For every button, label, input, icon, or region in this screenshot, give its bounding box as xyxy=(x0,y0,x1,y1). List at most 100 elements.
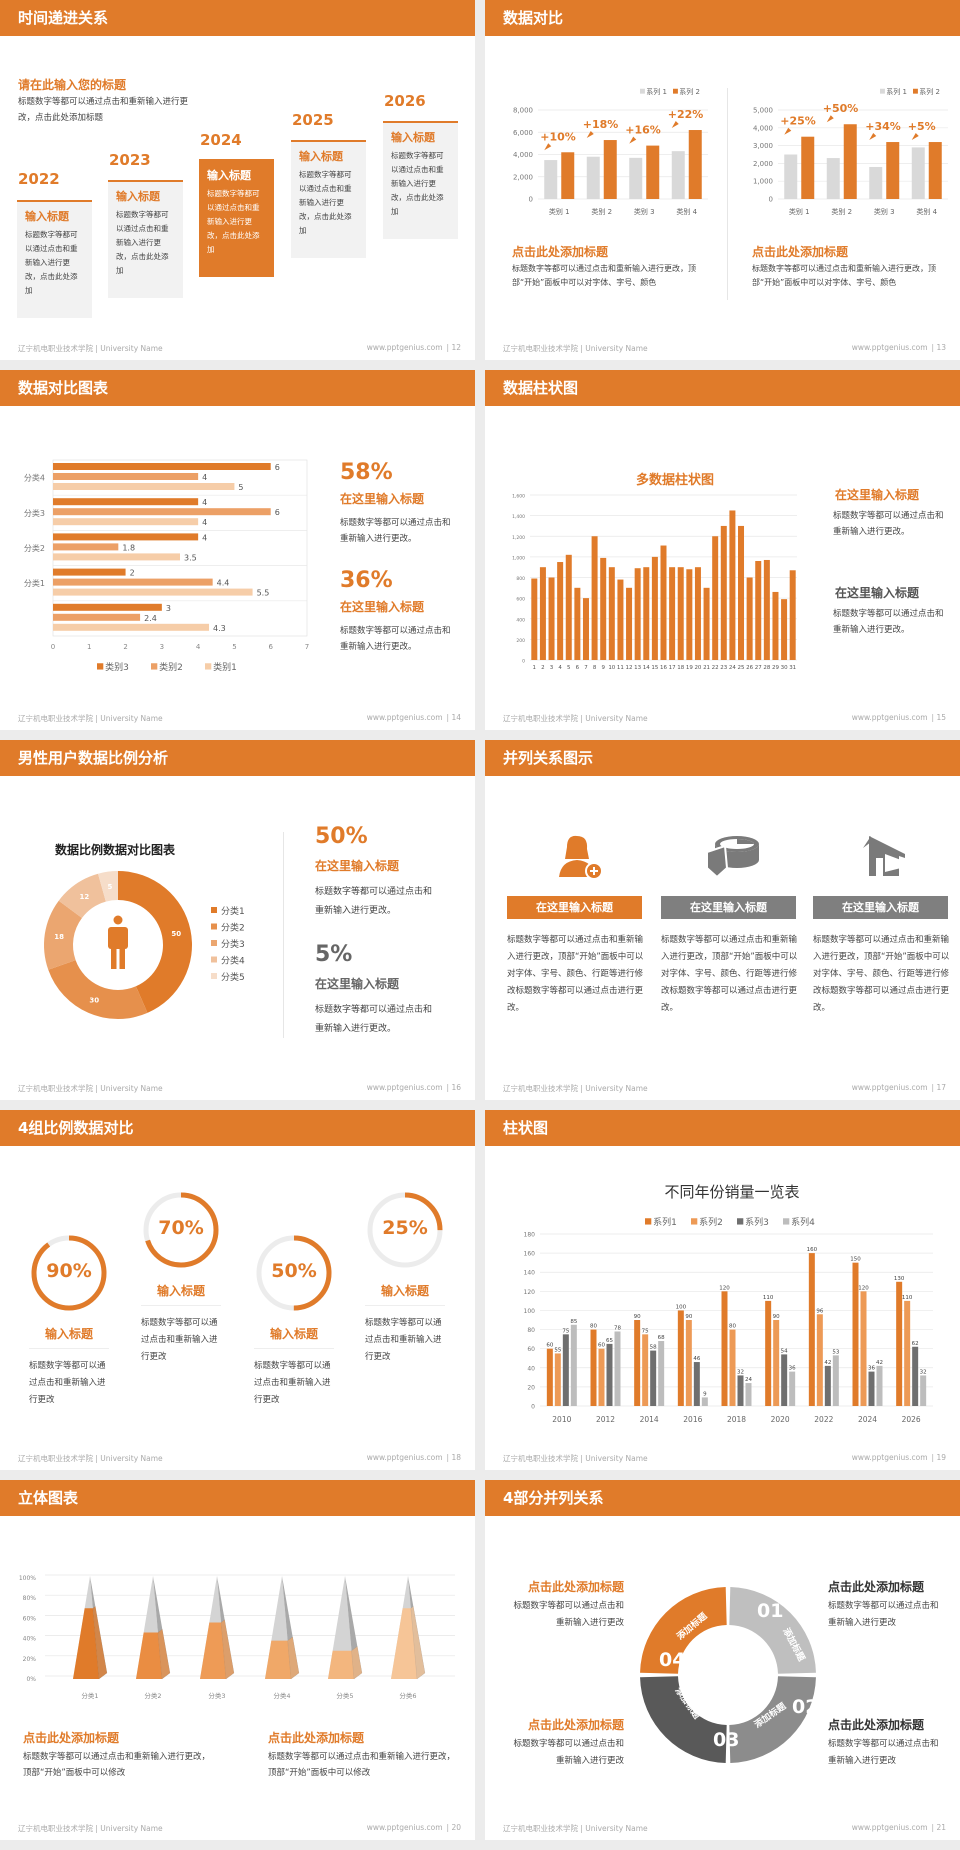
legend-label: 系列 1 xyxy=(646,87,667,96)
segment-number: 03 xyxy=(713,1729,739,1751)
bar xyxy=(626,587,633,660)
footer-school: 辽宁机电职业技术学院 | University Name xyxy=(503,1824,648,1833)
x-category-label: 1 xyxy=(533,665,537,671)
y-category-label: 分类4 xyxy=(24,473,45,483)
data-label: 2.4 xyxy=(144,614,157,623)
data-label: 160 xyxy=(807,1247,818,1253)
block-title: 点击此处添加标题 xyxy=(512,245,609,259)
footer-right: www.pptgenius.com | 21 xyxy=(848,1823,946,1832)
footer-url[interactable]: www.pptgenius.com xyxy=(366,343,443,352)
card-title: 输入标题 xyxy=(116,190,160,203)
data-label: 3 xyxy=(166,604,171,613)
footer-school: 辽宁机电职业技术学院 | University Name xyxy=(18,1824,163,1833)
legend-swatch xyxy=(211,973,217,979)
bar xyxy=(720,525,727,660)
ring-text: 标题数字等都可以通过点击和重新输入进行更改 xyxy=(365,1318,442,1362)
slide-title: 并列关系图示 xyxy=(485,740,960,776)
footer-right: www.pptgenius.com | 16 xyxy=(363,1083,461,1092)
x-category-label: 14 xyxy=(643,665,650,671)
x-category-label: 16 xyxy=(660,665,667,671)
footer-school: 辽宁机电职业技术学院 | University Name xyxy=(503,1084,648,1093)
column-text: 标题数字等都可以通过点击和重新输入进行更改，顶部“开始”面板中可以对字体、字号、… xyxy=(661,935,798,1013)
note-text: 标题数字等都可以通过点击和重新输入进行更改 xyxy=(513,1601,624,1628)
footer-url[interactable]: www.pptgenius.com xyxy=(366,1083,443,1092)
x-category-label: 30 xyxy=(781,665,788,671)
data-label: 90 xyxy=(773,1314,780,1320)
footer-url[interactable]: www.pptgenius.com xyxy=(851,713,928,722)
bar xyxy=(869,166,883,199)
slide-12: 时间递进关系 请在此输入您的标题 标题数字等都可以通过点击和重新输入进行更改，点… xyxy=(0,0,475,360)
bar xyxy=(546,1348,553,1406)
card-title: 输入标题 xyxy=(25,210,69,223)
footer-right: www.pptgenius.com | 13 xyxy=(848,343,946,352)
footer-url[interactable]: www.pptgenius.com xyxy=(851,1083,928,1092)
timeline-card-highlighted[interactable]: 输入标题 标题数字等都可以通过点击和重新输入进行更改，点击此处添加 xyxy=(199,159,274,277)
column-title-button[interactable]: 在这里输入标题 xyxy=(661,896,796,919)
data-label: 4.3 xyxy=(213,624,226,633)
arrow-icon xyxy=(784,127,792,135)
x-category-label: 类别 4 xyxy=(676,207,697,216)
footer-url[interactable]: www.pptgenius.com xyxy=(366,713,443,722)
bar xyxy=(606,1343,613,1406)
growth-annotation: +5% xyxy=(908,120,936,133)
x-category-label: 2 xyxy=(541,665,545,671)
data-label: 42 xyxy=(876,1360,883,1366)
legend-swatch xyxy=(645,1218,652,1225)
y-tick-label: 0% xyxy=(26,1676,36,1683)
data-label: 5.5 xyxy=(257,589,270,598)
bar xyxy=(53,578,213,586)
divider xyxy=(365,1305,445,1306)
slide-17: 并列关系图示 在这里输入标题 在这里输入标题 在这里输入标题 标题数字等都可以通… xyxy=(485,740,960,1100)
x-category-label: 11 xyxy=(617,665,624,671)
footer-url[interactable]: www.pptgenius.com xyxy=(366,1453,443,1462)
footer-url[interactable]: www.pptgenius.com xyxy=(851,343,928,352)
footer-url[interactable]: www.pptgenius.com xyxy=(851,1823,928,1832)
pyramid-fill-side xyxy=(410,1605,426,1680)
block-title: 点击此处添加标题 xyxy=(23,1731,120,1745)
x-category-label: 21 xyxy=(703,665,710,671)
footer-school: 辽宁机电职业技术学院 | University Name xyxy=(18,1084,163,1093)
stat-value: 36% xyxy=(340,568,393,593)
pyramid-fill xyxy=(200,1622,226,1679)
y-tick-label: 5,000 xyxy=(753,107,773,115)
data-label: 120 xyxy=(719,1285,730,1291)
data-label: 120 xyxy=(858,1285,869,1291)
bar xyxy=(651,556,658,660)
x-tick-label: 0 xyxy=(51,643,55,651)
x-category-label: 6 xyxy=(576,665,580,671)
column-title-button[interactable]: 在这里输入标题 xyxy=(507,896,642,919)
x-category-label: 2018 xyxy=(727,1415,746,1424)
footer-url[interactable]: www.pptgenius.com xyxy=(366,1823,443,1832)
bar xyxy=(843,124,857,199)
bar xyxy=(53,473,199,480)
bar xyxy=(755,561,762,660)
footer-url[interactable]: www.pptgenius.com xyxy=(851,1453,928,1462)
legend-swatch xyxy=(673,88,678,94)
stat-text: 标题数字等都可以通过点击和重新输入进行更改。 xyxy=(315,1005,433,1034)
slide-title: 数据对比图表 xyxy=(0,370,475,406)
pyramid-fill-side xyxy=(287,1636,300,1680)
timeline-card[interactable]: 输入标题 标题数字等都可以通过点击和重新输入进行更改，点击此处添加 xyxy=(291,140,366,258)
y-tick-label: 4,000 xyxy=(513,151,533,159)
timeline-card[interactable]: 输入标题 标题数字等都可以通过点击和重新输入进行更改，点击此处添加 xyxy=(383,121,458,239)
timeline-card[interactable]: 输入标题 标题数字等都可以通过点击和重新输入进行更改，点击此处添加 xyxy=(108,180,183,298)
data-label: 53 xyxy=(832,1349,839,1355)
data-label: 46 xyxy=(693,1356,700,1362)
slice-label: 30 xyxy=(89,997,99,1005)
block-title: 点击此处添加标题 xyxy=(752,245,849,259)
timeline-card[interactable]: 输入标题 标题数字等都可以通过点击和重新输入进行更改，点击此处添加 xyxy=(17,200,92,318)
card-text: 标题数字等都可以通过点击和重新输入进行更改，点击此处添加 xyxy=(207,189,260,254)
cycle-segment xyxy=(640,1676,727,1763)
bar xyxy=(642,1334,649,1406)
pyramid-fill xyxy=(328,1650,354,1679)
block-text: 标题数字等都可以通过点击和重新输入进行更改，顶部“开始”面板中可以对字体、字号、… xyxy=(752,264,936,287)
pyramid-fill xyxy=(136,1632,162,1679)
data-label: 85 xyxy=(570,1319,577,1325)
note-text: 标题数字等都可以通过点击和重新输入进行更改 xyxy=(828,1739,939,1766)
column-title-button[interactable]: 在这里输入标题 xyxy=(813,896,948,919)
ring-percent: 90% xyxy=(46,1260,92,1282)
timeline-year: 2025 xyxy=(292,111,334,129)
data-label: 4 xyxy=(202,473,207,482)
timeline-year: 2024 xyxy=(200,131,242,149)
bar xyxy=(852,1262,859,1406)
